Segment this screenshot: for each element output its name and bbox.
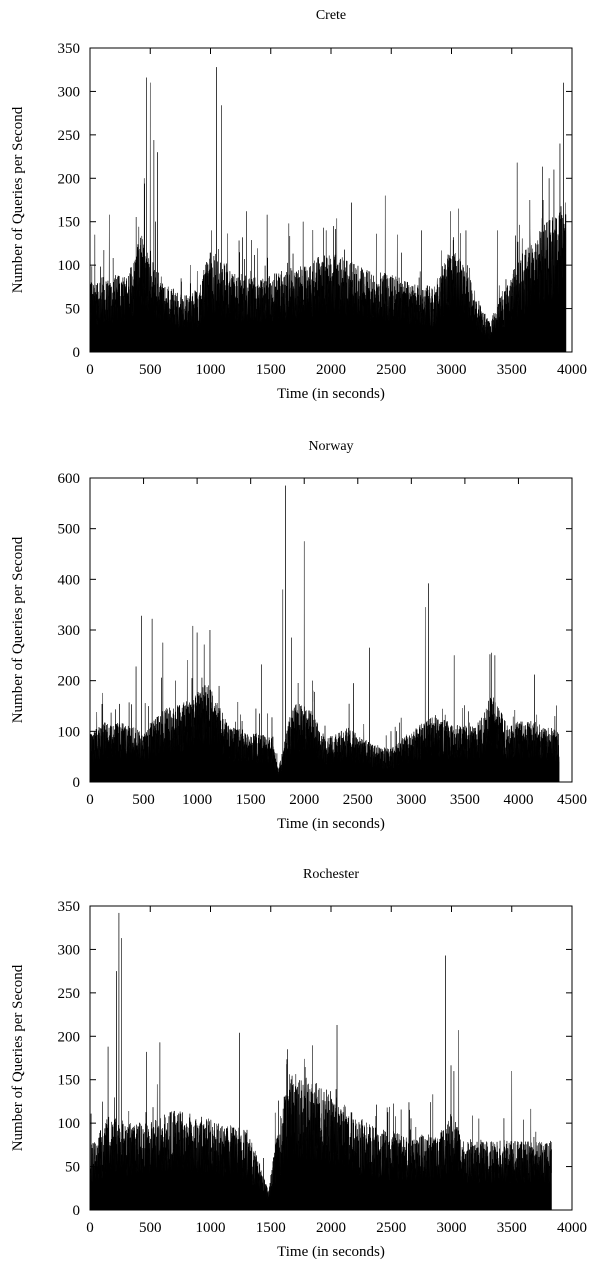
series-bars [89, 485, 560, 783]
y-tick-label: 300 [58, 623, 81, 639]
x-tick-label: 2500 [376, 362, 406, 378]
y-tick-label: 400 [58, 572, 81, 588]
x-tick-label: 0 [86, 362, 94, 378]
chart-crete: Crete 0 500 1000 1500 2000 2500 3000 3500 4000 0 50… [10, 8, 587, 402]
x-tick-label: 2000 [316, 1220, 346, 1236]
x-tick-label: 3000 [437, 362, 467, 378]
x-tick-label: 3500 [497, 362, 527, 378]
y-tick-label: 600 [58, 471, 81, 487]
y-tick-label: 0 [73, 345, 81, 361]
x-tick-label: 3500 [497, 1220, 527, 1236]
y-tick-label: 200 [58, 1029, 81, 1045]
y-tick-label: 250 [58, 986, 81, 1002]
chart-title: Norway [308, 439, 353, 454]
y-tick-label: 100 [58, 1116, 81, 1132]
x-tick-label: 1000 [196, 1220, 226, 1236]
x-tick-label: 1500 [256, 362, 286, 378]
x-tick-label: 2000 [289, 792, 319, 808]
x-tick-label: 1000 [182, 792, 212, 808]
y-axis-label: Number of Queries per Second [10, 536, 26, 723]
x-axis-label: Time (in seconds) [277, 1244, 385, 1260]
y-axis-label: Number of Queries per Second [10, 106, 26, 293]
x-tick-label: 4000 [503, 792, 533, 808]
y-tick-label: 100 [58, 258, 81, 274]
y-axis-label: Number of Queries per Second [10, 964, 26, 1151]
x-tick-label: 0 [86, 792, 94, 808]
x-tick-label: 1500 [236, 792, 266, 808]
x-tick-label: 3500 [450, 792, 480, 808]
x-tick-label: 1000 [196, 362, 226, 378]
chart-title: Crete [316, 8, 346, 23]
x-tick-label: 2500 [376, 1220, 406, 1236]
x-tick-label: 500 [132, 792, 155, 808]
y-tick-label: 300 [58, 942, 81, 958]
y-tick-label: 100 [58, 724, 81, 740]
y-tick-label: 0 [73, 775, 81, 791]
y-tick-label: 200 [58, 171, 81, 187]
x-tick-label: 500 [139, 1220, 162, 1236]
x-tick-label: 3000 [437, 1220, 467, 1236]
y-tick-label: 200 [58, 674, 81, 690]
x-tick-label: 2500 [343, 792, 373, 808]
x-axis-label: Time (in seconds) [277, 386, 385, 402]
y-tick-label: 350 [58, 41, 81, 57]
x-tick-label: 4500 [557, 792, 587, 808]
x-tick-label: 2000 [316, 362, 346, 378]
x-tick-label: 4000 [557, 362, 587, 378]
y-tick-label: 150 [58, 215, 81, 231]
y-tick-label: 150 [58, 1073, 81, 1089]
series-bars [89, 912, 552, 1211]
x-tick-label: 500 [139, 362, 162, 378]
y-tick-label: 50 [65, 302, 80, 318]
y-tick-label: 0 [73, 1203, 81, 1219]
y-tick-label: 300 [58, 84, 81, 100]
x-tick-label: 1500 [256, 1220, 286, 1236]
y-tick-label: 350 [58, 899, 81, 915]
x-tick-label: 4000 [557, 1220, 587, 1236]
y-tick-label: 500 [58, 522, 81, 538]
y-tick-label: 250 [58, 128, 81, 144]
x-tick-label: 3000 [396, 792, 426, 808]
chart-title: Rochester [303, 867, 359, 882]
x-axis-label: Time (in seconds) [277, 816, 385, 832]
x-tick-label: 0 [86, 1220, 94, 1236]
y-tick-label: 50 [65, 1160, 80, 1176]
series-bars [89, 67, 567, 353]
